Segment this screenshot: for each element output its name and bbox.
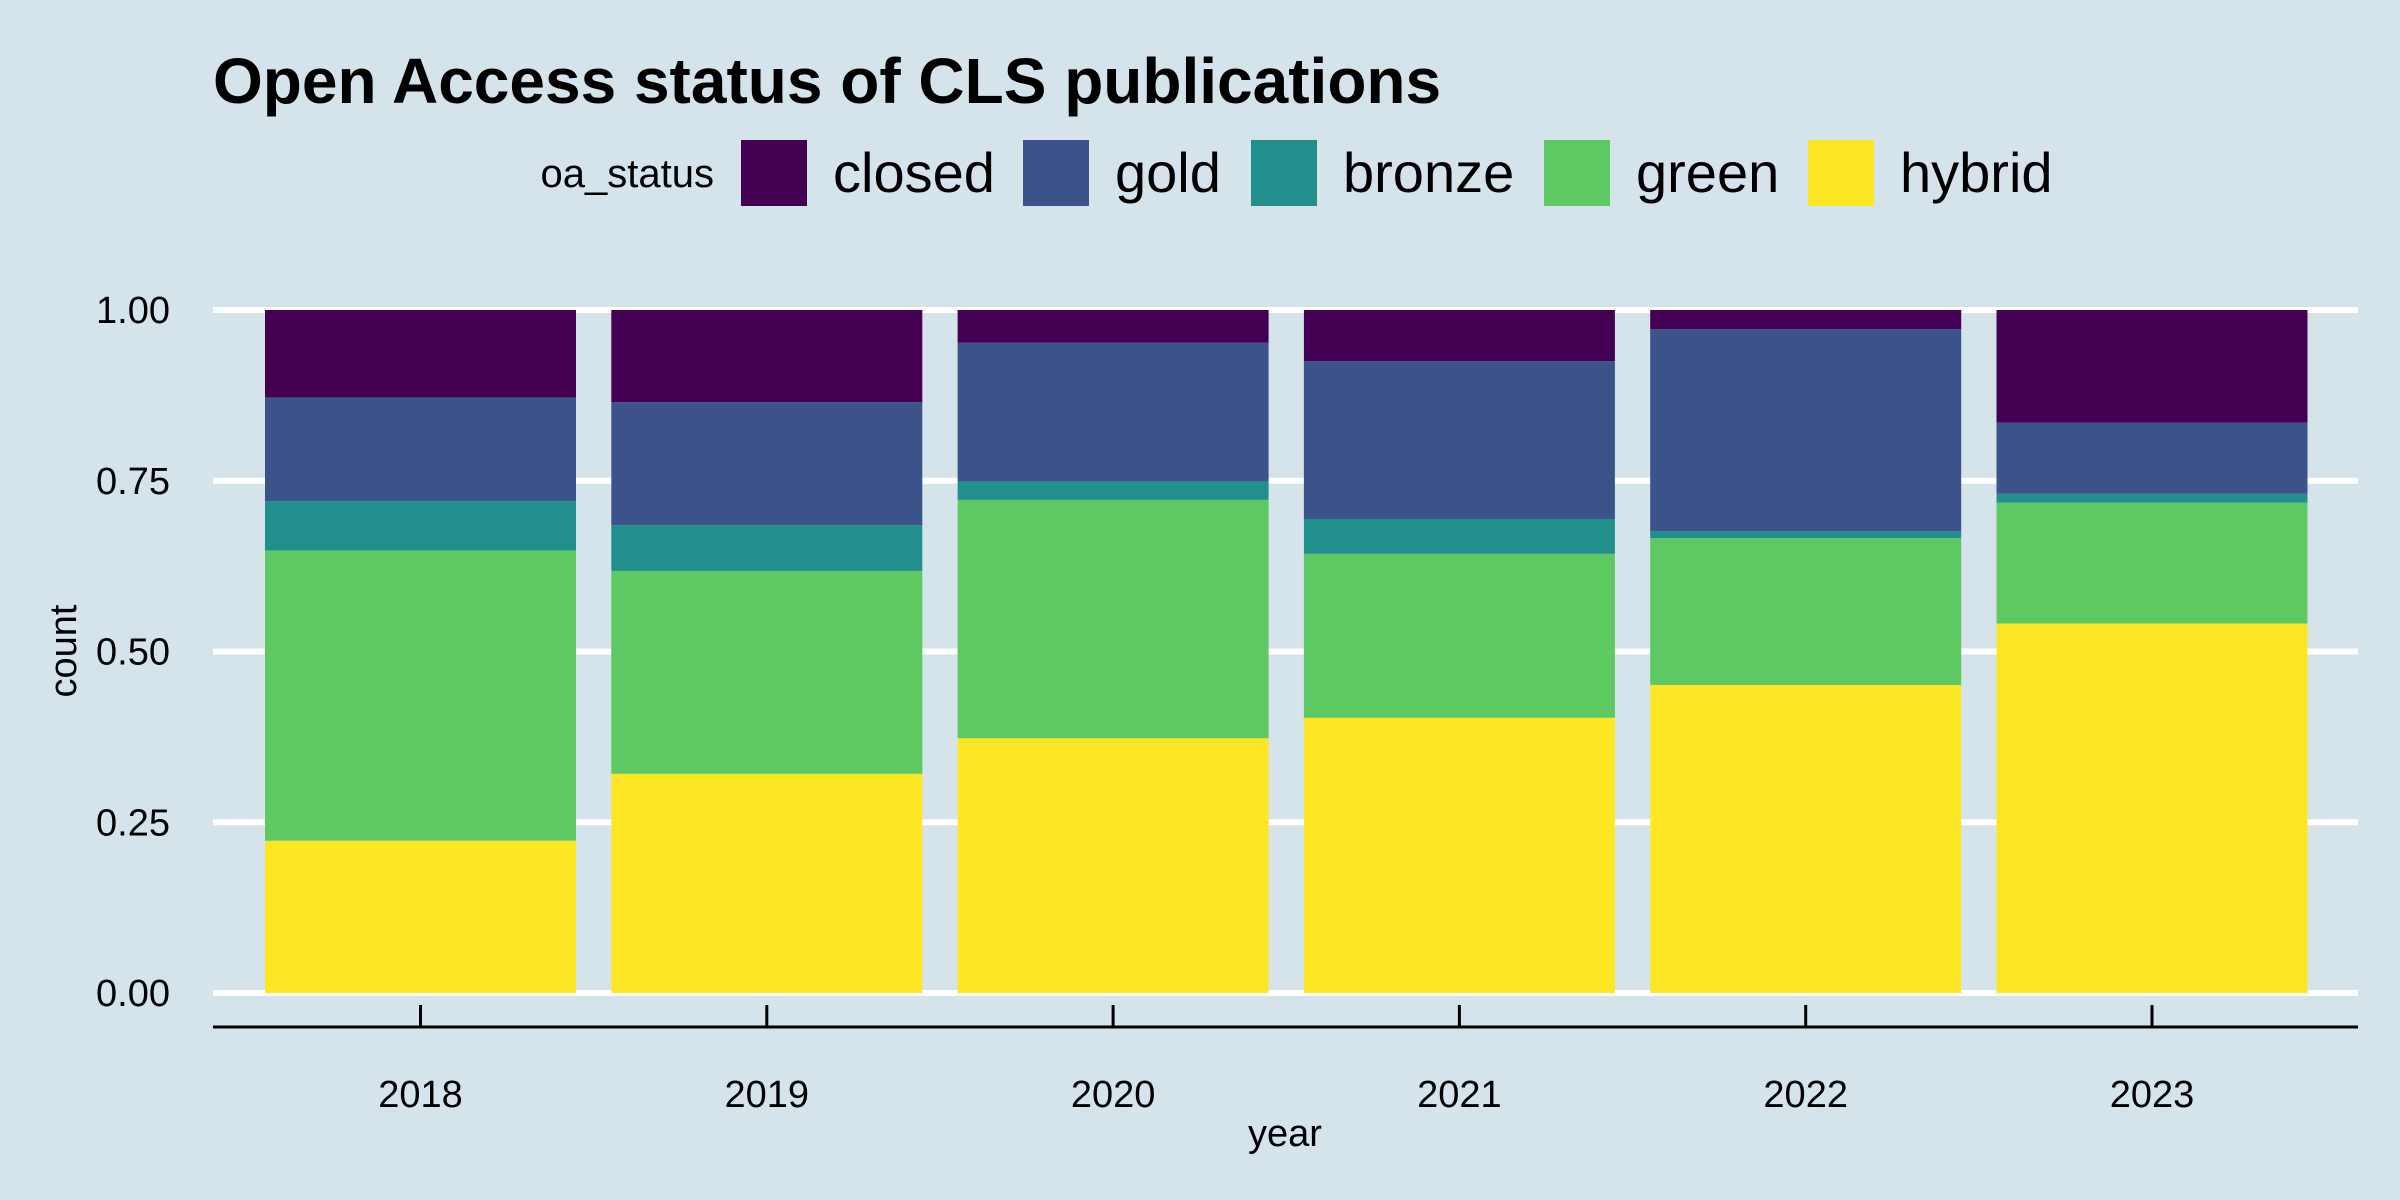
legend-title: oa_status [541,152,714,196]
legend: oa_status closed gold bronze green hybrid [541,140,2053,206]
legend-label-hybrid: hybrid [1900,141,2053,204]
y-tick-label: 0.25 [96,802,170,844]
bar-segment-green [1996,502,2308,624]
legend-label-bronze: bronze [1343,141,1514,204]
x-tick-label: 2020 [1071,1074,1156,1116]
legend-key-closed [741,140,807,206]
legend-label-gold: gold [1115,141,1221,204]
bar-segment-bronze [1303,518,1615,554]
chart-title: Open Access status of CLS publications [213,45,1441,117]
bar-segment-closed [611,310,923,403]
bar-segment-green [265,550,576,841]
legend-label-green: green [1636,141,1779,204]
y-tick-label: 0.50 [96,632,170,674]
legend-key-green [1544,140,1610,206]
bar-segment-gold [1303,361,1615,519]
bars [265,310,2308,993]
legend-key-hybrid [1808,140,1874,206]
bar-segment-bronze [957,481,1269,500]
x-tick-label: 2018 [378,1074,463,1116]
bar-segment-green [1650,538,1962,685]
legend-key-gold [1023,140,1089,206]
y-tick-label: 0.00 [96,973,170,1015]
bar-segment-bronze [1650,531,1962,539]
x-tick-label: 2022 [1763,1074,1848,1116]
bar-segment-closed [265,310,576,398]
bar-segment-green [1303,553,1615,718]
bar-segment-gold [1996,422,2308,494]
bar-segment-closed [1996,310,2308,423]
bar-segment-green [611,570,923,774]
bar-segment-closed [957,310,1269,343]
bar-segment-gold [957,342,1269,482]
bar-segment-hybrid [1303,717,1615,993]
x-tick-label: 2021 [1417,1074,1502,1116]
x-axis: 2018 2019 2020 2021 2022 2023 [213,1005,2358,1116]
y-axis: 0.00 0.25 0.50 0.75 1.00 [96,290,170,1015]
bar-segment-bronze [265,501,576,551]
legend-key-bronze [1251,140,1317,206]
bar-segment-hybrid [1996,623,2308,993]
bar-segment-gold [611,402,923,526]
bar-segment-closed [1303,310,1615,362]
bar-segment-bronze [1996,493,2308,503]
y-tick-label: 0.75 [96,461,170,503]
bar-segment-hybrid [611,773,923,993]
x-axis-title: year [1248,1113,1322,1155]
bar-segment-bronze [611,525,923,571]
legend-label-closed: closed [833,141,995,204]
bar-segment-hybrid [1650,684,1962,993]
y-axis-title: count [43,604,85,697]
bar-segment-hybrid [957,738,1269,993]
x-tick-label: 2023 [2110,1074,2195,1116]
bar-segment-hybrid [265,840,576,993]
y-tick-label: 1.00 [96,290,170,332]
bar-segment-gold [265,397,576,502]
x-tick-label: 2019 [725,1074,810,1116]
bar-segment-gold [1650,329,1962,532]
bar-segment-closed [1650,310,1962,330]
bar-segment-green [957,499,1269,739]
